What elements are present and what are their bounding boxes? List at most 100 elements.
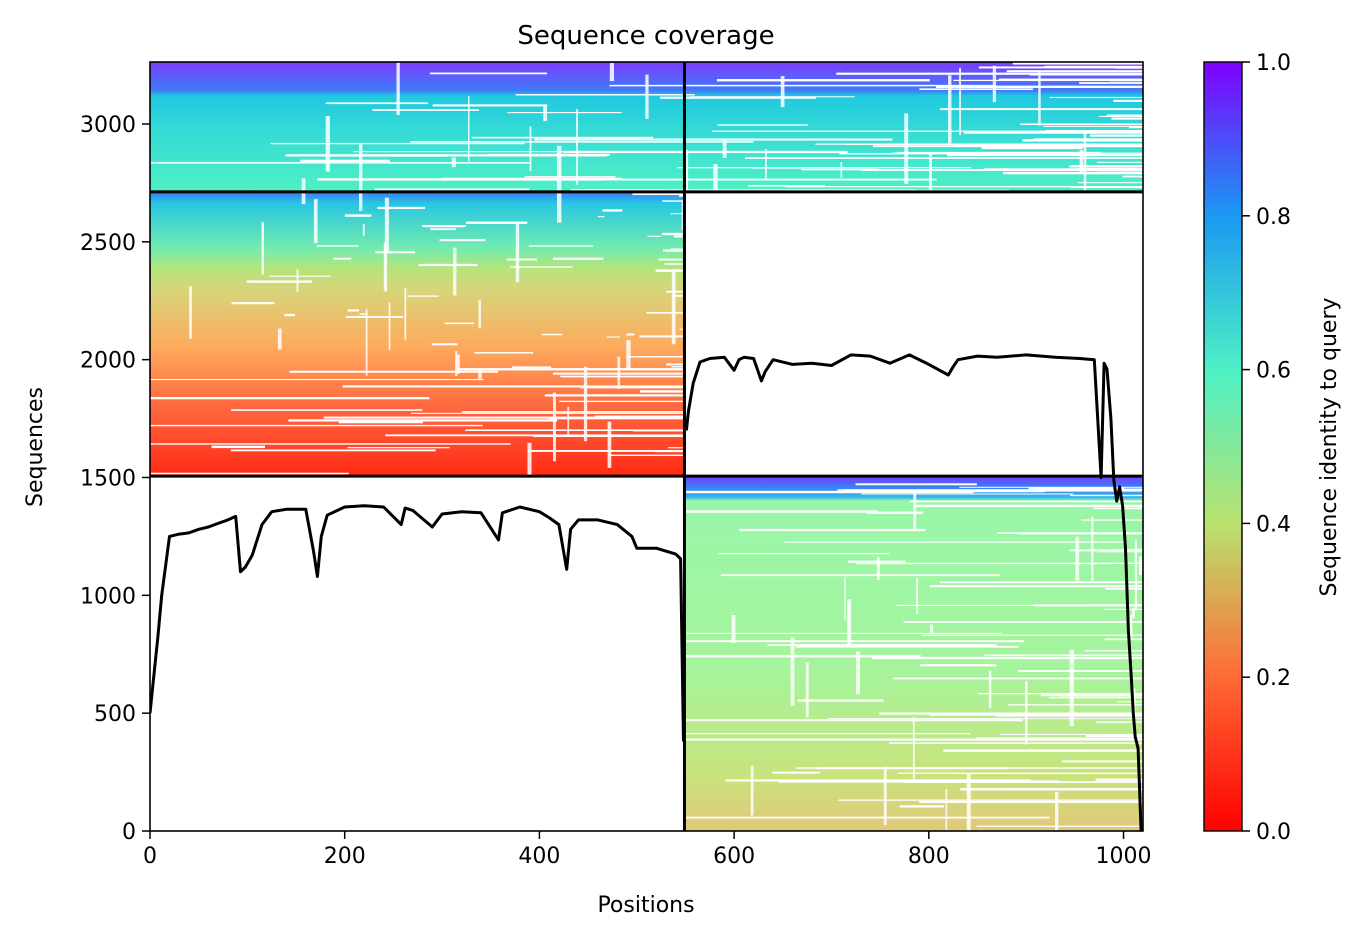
gap-column <box>805 662 809 718</box>
gap-streak <box>338 421 423 424</box>
gap-column <box>527 442 532 499</box>
y-tick-label: 1000 <box>80 584 136 609</box>
gap-streak <box>671 248 716 250</box>
gap-streak <box>1096 161 1143 163</box>
gap-streak <box>661 232 696 236</box>
gap-streak <box>465 429 819 432</box>
gap-streak <box>288 419 558 422</box>
gap-streak <box>716 79 930 82</box>
gap-streak <box>1033 138 1143 141</box>
gap-streak <box>211 445 265 449</box>
x-tick-label: 400 <box>518 844 560 869</box>
gap-column <box>365 308 368 376</box>
gap-streak <box>1079 82 1143 84</box>
gap-streak <box>976 737 1143 740</box>
colorbar-tick-label: 0.4 <box>1256 512 1291 537</box>
gap-streak <box>231 302 275 305</box>
gap-streak <box>963 131 1143 134</box>
gap-streak <box>861 493 1074 495</box>
colorbar-tick-label: 0.8 <box>1256 205 1291 230</box>
alignment-gaps <box>150 62 1143 831</box>
gap-column <box>959 67 962 136</box>
gap-streak <box>284 313 295 317</box>
gap-column <box>277 328 282 350</box>
x-tick-label: 0 <box>143 844 157 869</box>
gap-streak <box>317 245 359 247</box>
gap-streak <box>668 447 722 449</box>
gap-streak <box>1084 650 1143 652</box>
gap-streak <box>684 816 1050 819</box>
gap-streak <box>507 112 622 114</box>
gap-streak <box>603 178 937 181</box>
gap-column <box>261 222 265 275</box>
gap-streak <box>1097 551 1143 553</box>
gap-column <box>384 197 389 252</box>
gap-streak <box>795 645 1019 648</box>
gap-streak <box>1095 778 1143 781</box>
gap-streak <box>626 333 635 336</box>
gap-streak <box>268 275 332 277</box>
gap-streak <box>984 654 1143 657</box>
gap-streak <box>444 322 474 325</box>
gap-column <box>681 201 684 231</box>
gap-streak <box>909 500 1143 503</box>
gap-streak <box>552 257 604 260</box>
gap-streak <box>150 379 484 381</box>
gap-streak <box>718 553 889 555</box>
gap-column <box>780 76 785 108</box>
gap-streak <box>602 209 623 212</box>
gap-streak <box>1006 70 1143 73</box>
gap-column <box>583 366 588 442</box>
gap-streak <box>899 805 944 808</box>
gap-column <box>948 75 952 144</box>
gap-streak <box>410 141 754 143</box>
gap-column <box>456 354 460 374</box>
x-tick-label: 1000 <box>1096 844 1152 869</box>
gap-column <box>383 242 388 292</box>
gap-streak <box>1028 487 1125 490</box>
gap-streak <box>534 138 893 141</box>
y-tick-label: 0 <box>122 820 136 845</box>
chain-boundaries <box>150 62 1143 831</box>
gap-streak <box>976 825 1143 827</box>
gap-streak <box>844 489 1045 493</box>
gap-streak <box>552 372 888 375</box>
gap-streak <box>609 454 835 457</box>
gap-streak <box>684 719 1023 722</box>
gap-streak <box>712 130 1087 132</box>
gap-streak <box>418 263 478 267</box>
gap-column <box>556 145 562 223</box>
gap-streak <box>640 390 700 393</box>
gap-streak <box>359 313 368 315</box>
gap-streak <box>666 363 721 366</box>
gap-streak <box>939 108 1143 111</box>
gap-streak <box>580 385 937 389</box>
gap-streak <box>1029 74 1143 76</box>
gap-streak <box>681 226 692 229</box>
gap-streak <box>300 159 390 162</box>
plot-frame <box>149 61 1144 832</box>
coverage-lines <box>150 353 1143 831</box>
gap-column <box>876 557 880 580</box>
gap-streak <box>150 396 430 400</box>
gap-streak <box>1097 169 1143 172</box>
gap-streak <box>1046 129 1143 132</box>
colorbar-ticks: 0.0 0.2 0.4 0.6 0.8 1.0 <box>1242 51 1291 845</box>
gap-streak <box>684 490 974 494</box>
gap-streak <box>662 200 697 202</box>
gap-column <box>1025 681 1028 745</box>
gap-streak <box>457 368 725 371</box>
colorbar-tick-label: 0.0 <box>1256 820 1291 845</box>
gap-column <box>844 576 846 620</box>
gap-streak <box>1020 123 1143 126</box>
gap-column <box>529 126 532 172</box>
gap-streak <box>439 239 486 242</box>
gap-streak <box>985 168 1143 171</box>
gap-streak <box>1095 165 1143 168</box>
gap-column <box>912 716 915 783</box>
gap-streak <box>1093 562 1143 564</box>
gap-column <box>856 651 861 695</box>
y-axis-label: Sequences <box>23 387 48 507</box>
gap-column <box>1079 150 1084 174</box>
x-axis-label: Positions <box>597 893 694 918</box>
